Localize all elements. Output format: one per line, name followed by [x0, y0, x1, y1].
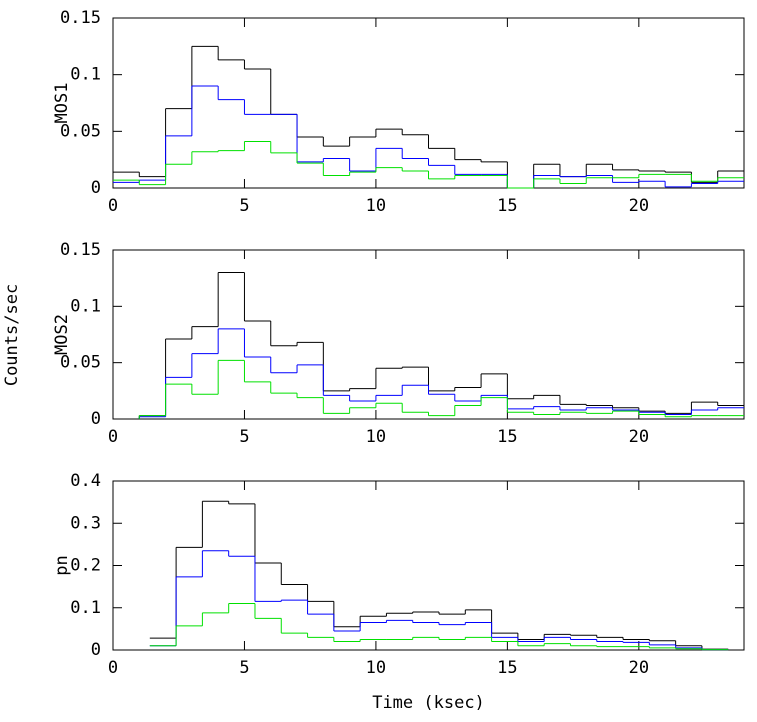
- y-tick-label: 0.1: [70, 65, 101, 85]
- y-tick-label: 0.2: [70, 556, 101, 576]
- y-axis-label: MOS2: [52, 314, 72, 355]
- y-axis-label: MOS1: [52, 83, 72, 124]
- plot-frame: [112, 17, 745, 189]
- y-tick-label: 0: [91, 178, 101, 198]
- x-tick-label: 20: [629, 196, 649, 216]
- x-tick-label: 0: [108, 427, 118, 447]
- y-tick-label: 0.3: [70, 513, 101, 533]
- x-tick-label: 15: [497, 658, 517, 678]
- x-tick-label: 5: [239, 658, 249, 678]
- x-tick-label: 15: [497, 427, 517, 447]
- y-tick-label: 0.05: [60, 121, 101, 141]
- x-tick-label: 0: [108, 196, 118, 216]
- x-tick-label: 10: [366, 196, 386, 216]
- x-tick-label: 10: [366, 427, 386, 447]
- y-tick-label: 0.15: [60, 240, 101, 260]
- y-tick-label: 0.05: [60, 353, 101, 373]
- shared-y-label: Counts/sec: [2, 284, 22, 386]
- x-tick-label: 5: [239, 427, 249, 447]
- x-axis-label: Time (ksec): [372, 693, 485, 713]
- y-axis-label: pn: [52, 555, 72, 575]
- x-tick-label: 0: [108, 658, 118, 678]
- y-tick-label: 0.1: [70, 598, 101, 618]
- x-tick-label: 5: [239, 196, 249, 216]
- x-tick-label: 20: [629, 427, 649, 447]
- x-tick-label: 10: [366, 658, 386, 678]
- y-tick-label: 0: [91, 409, 101, 429]
- plot-frame: [112, 249, 745, 420]
- y-tick-label: 0.4: [70, 471, 101, 491]
- y-tick-label: 0.15: [60, 8, 101, 28]
- y-tick-label: 0: [91, 640, 101, 660]
- y-tick-label: 0.1: [70, 296, 101, 316]
- x-tick-label: 20: [629, 658, 649, 678]
- plot-frame: [112, 480, 745, 651]
- x-tick-label: 15: [497, 196, 517, 216]
